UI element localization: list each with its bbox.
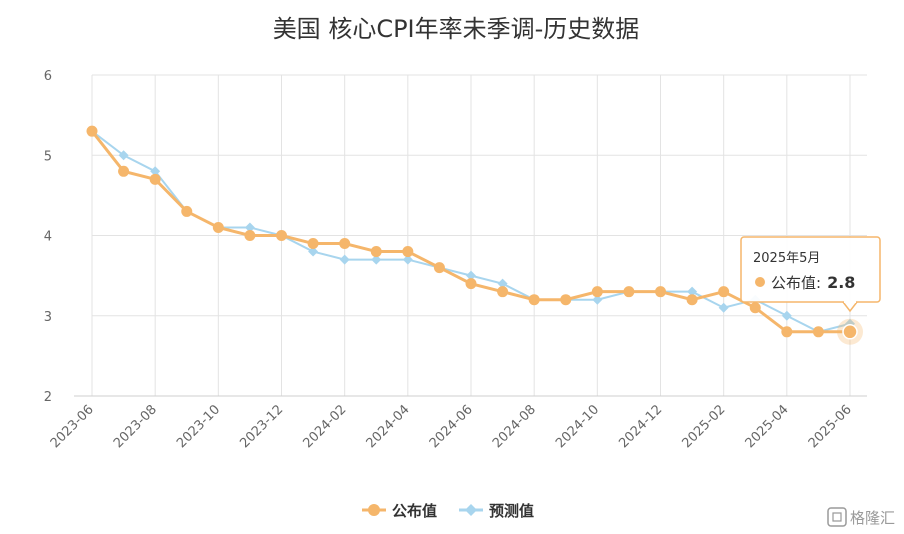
x-tick-label: 2024-06 [427, 402, 476, 451]
forecast-point[interactable] [402, 254, 413, 265]
x-tick-label: 2024-12 [616, 402, 665, 451]
x-tick-label: 2024-08 [490, 402, 539, 451]
actual-point[interactable] [276, 230, 287, 241]
forecast-point[interactable] [466, 270, 476, 281]
actual-point[interactable] [812, 326, 824, 338]
y-tick-label: 5 [44, 149, 52, 164]
tooltip-series-dot [755, 277, 765, 287]
actual-point[interactable] [718, 286, 730, 298]
legend-label-forecast: 预测值 [489, 502, 534, 520]
chart-title: 美国 核心CPI年率未季调-历史数据 [273, 15, 640, 43]
actual-point[interactable] [307, 238, 319, 250]
tooltip-pointer [842, 301, 858, 313]
actual-point[interactable] [339, 238, 351, 250]
actual-point[interactable] [623, 286, 635, 298]
forecast-point[interactable] [244, 222, 255, 233]
legend: 公布值 预测值 [362, 502, 534, 520]
y-tick-label: 3 [44, 310, 52, 325]
x-tick-label: 2023-10 [174, 402, 223, 451]
x-tick-label: 2025-04 [743, 402, 792, 451]
tooltip: 2025年5月 公布值: 2.8 [740, 236, 881, 313]
forecast-point[interactable] [339, 254, 350, 265]
legend-marker-actual [368, 504, 380, 516]
actual-point[interactable] [465, 278, 477, 290]
forecast-point[interactable] [781, 310, 792, 321]
y-tick-label: 2 [44, 390, 52, 405]
actual-point[interactable] [560, 294, 572, 306]
x-tick-label: 2024-02 [300, 402, 349, 451]
actual-point[interactable] [686, 294, 698, 306]
grid [91, 74, 867, 396]
actual-point[interactable] [781, 326, 793, 338]
x-tick-label: 2024-04 [364, 402, 413, 451]
x-tick-label: 2025-02 [679, 402, 728, 451]
watermark-text: 格隆汇 [850, 509, 895, 527]
legend-item-actual[interactable]: 公布值 [362, 502, 437, 520]
forecast-point[interactable] [497, 278, 508, 289]
x-tick-label: 2023-08 [111, 402, 160, 451]
actual-point[interactable] [244, 230, 256, 241]
actual-point[interactable] [528, 294, 540, 306]
hover-marker [837, 318, 863, 345]
forecast-point[interactable] [150, 166, 161, 177]
legend-marker-forecast [465, 504, 477, 516]
actual-point[interactable] [212, 221, 224, 233]
forecast-point[interactable] [308, 246, 319, 257]
actual-point[interactable] [149, 173, 161, 185]
hover-point [842, 324, 858, 340]
gelonghui-logo-icon [827, 507, 847, 527]
actual-point[interactable] [86, 125, 98, 137]
actual-point[interactable] [749, 302, 761, 314]
legend-label-actual: 公布值 [392, 502, 437, 520]
y-axis-ticks: 2 3 4 5 6 [44, 69, 52, 405]
forecast-point[interactable] [687, 286, 698, 297]
forecast-point[interactable] [718, 302, 729, 313]
actual-point[interactable] [402, 246, 414, 258]
actual-point[interactable] [497, 286, 509, 298]
actual-point[interactable] [118, 165, 130, 177]
x-tick-label: 2025-06 [806, 402, 855, 451]
legend-item-forecast[interactable]: 预测值 [459, 502, 534, 520]
tooltip-title: 2025年5月 [753, 251, 820, 266]
y-tick-label: 4 [44, 230, 52, 245]
actual-point[interactable] [433, 262, 445, 274]
tooltip-value: 2.8 [827, 273, 855, 292]
x-tick-label: 2023-06 [48, 402, 97, 451]
tooltip-box [740, 236, 881, 303]
actual-point[interactable] [591, 286, 603, 298]
y-tick-label: 6 [44, 69, 52, 84]
x-axis-ticks: 2023-06 2023-08 2023-10 2023-12 2024-02 2024-… [48, 402, 855, 451]
x-tick-label: 2023-12 [237, 402, 286, 451]
tooltip-series-label: 公布值 [771, 274, 816, 292]
tooltip-separator: : [816, 274, 821, 292]
actual-point[interactable] [655, 286, 666, 298]
actual-point[interactable] [181, 205, 193, 217]
svg-text:公布值:2.8: 公布值: 2.8 [771, 273, 855, 292]
forecast-point[interactable] [118, 150, 129, 161]
watermark: 格隆汇 [827, 507, 895, 527]
actual-point[interactable] [370, 246, 382, 258]
x-tick-label: 2024-10 [553, 402, 602, 451]
forecast-point[interactable] [592, 294, 603, 305]
forecast-point[interactable] [371, 254, 382, 265]
